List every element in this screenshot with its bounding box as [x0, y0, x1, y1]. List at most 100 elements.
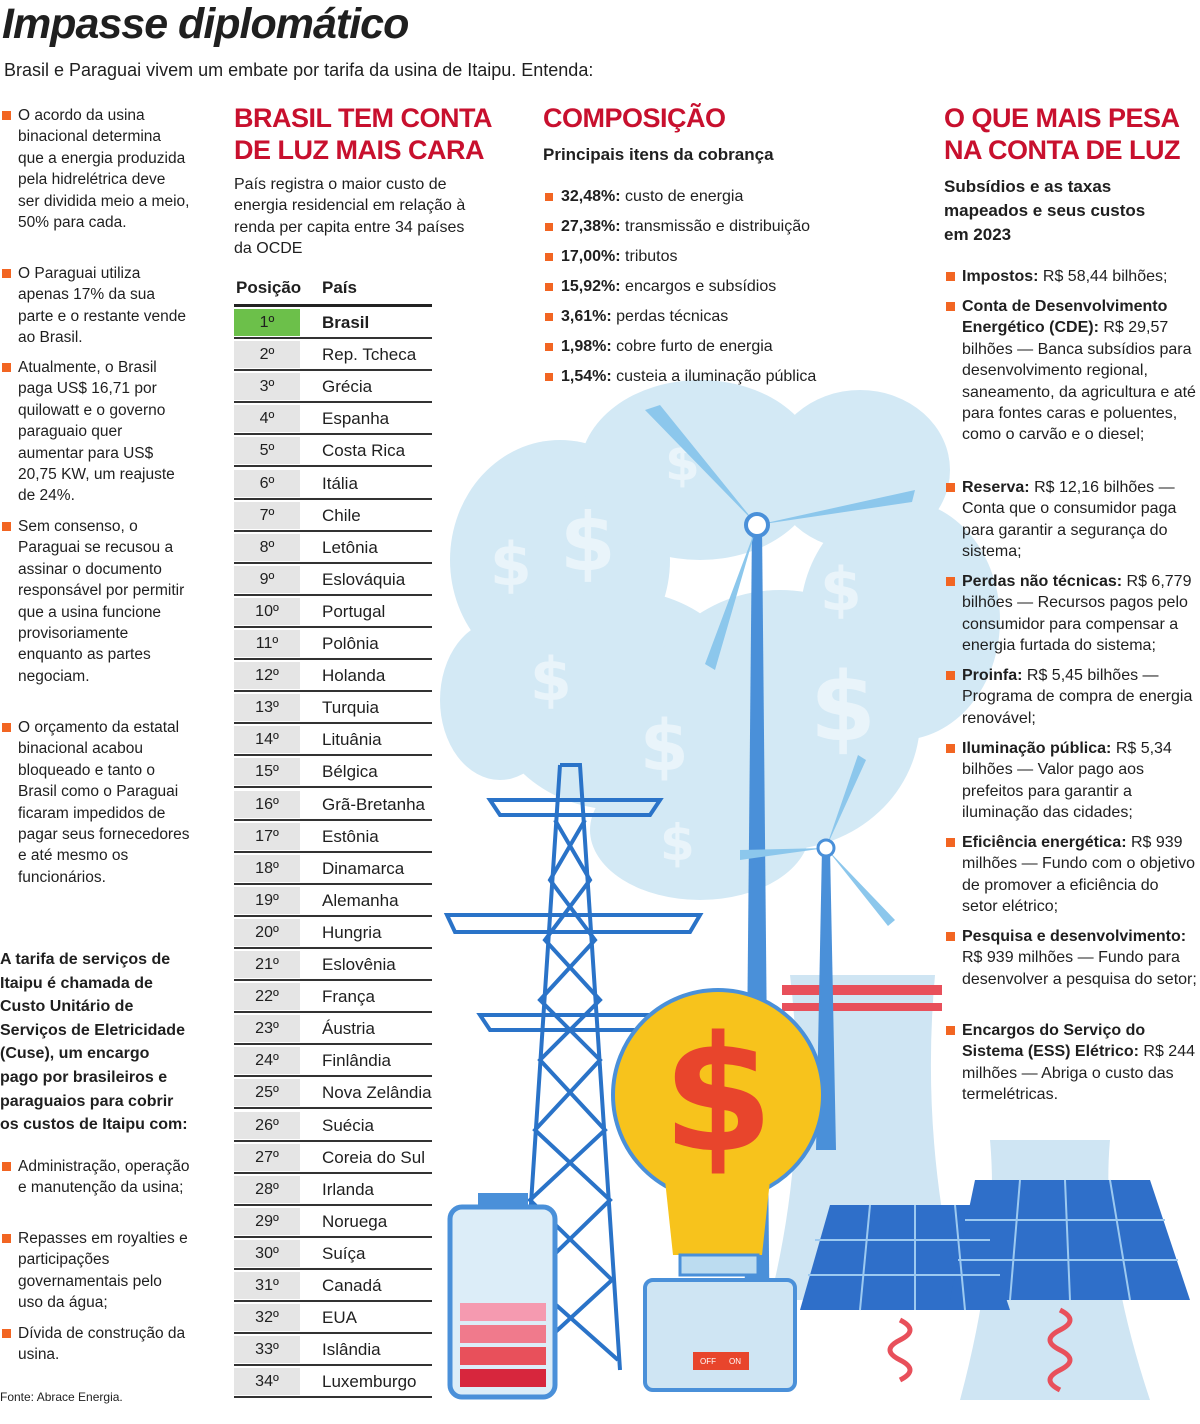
item-text: R$ 29,57 bilhões — Banca subsídios para … — [962, 319, 1196, 444]
item-name: Pesquisa e desenvolvimento: — [962, 928, 1187, 945]
position: 29º — [234, 1207, 300, 1235]
battery — [447, 1204, 558, 1400]
switch-label: OFF — [700, 1357, 716, 1366]
weight-item: Conta de Desenvolvimento Energético (CDE… — [944, 296, 1197, 446]
turbine-hub — [816, 838, 836, 858]
country: Grã-Bretanha — [322, 794, 425, 814]
country: Itália — [322, 473, 358, 493]
item-name: Proinfa: — [962, 667, 1023, 684]
country: EUA — [322, 1308, 357, 1328]
header-rule — [234, 304, 432, 307]
table-row: 1º Brasil — [234, 307, 432, 339]
item-label: perdas técnicas — [616, 308, 729, 325]
position: 6º — [234, 469, 300, 497]
weight-item: Eficiência energética: R$ 939 milhões — … — [944, 832, 1197, 918]
table-row: 14º Lituânia — [234, 724, 432, 757]
country: Chile — [322, 505, 361, 525]
position: 34º — [234, 1368, 300, 1396]
item-name: Iluminação pública: — [962, 740, 1112, 757]
position: 32º — [234, 1304, 300, 1332]
table-row: 6º Itália — [234, 468, 432, 500]
table-row: 12º Holanda — [234, 660, 432, 693]
weight-item: Proinfa: R$ 5,45 bilhões — Programa de c… — [944, 665, 1197, 729]
bullet: Administração, operação e manutenção da … — [0, 1156, 190, 1199]
bullet: Repasses em royalties e participações go… — [0, 1228, 190, 1314]
switch — [693, 1352, 749, 1370]
table-row: 31º Canadá — [234, 1270, 432, 1302]
position: 10º — [234, 597, 300, 625]
cloud-symbol: $ — [490, 530, 532, 600]
composition-title: COMPOSIÇÃO — [543, 103, 726, 133]
table-row: 28º Irlanda — [234, 1174, 432, 1206]
table-row: 11º Polônia — [234, 628, 432, 660]
weight-item: Encargos do Serviço do Sistema (ESS) Elé… — [944, 1020, 1197, 1106]
subtitle: Brasil e Paraguai vivem um embate por ta… — [4, 60, 594, 80]
item-name: Reserva: — [962, 479, 1030, 496]
table-row: 29º Noruega — [234, 1206, 432, 1238]
country: Nova Zelândia — [322, 1083, 432, 1103]
item-value: 3,61%: — [561, 308, 612, 325]
switch-label: ON — [729, 1357, 741, 1366]
position: 33º — [234, 1336, 300, 1364]
country: Irlanda — [322, 1179, 374, 1199]
table-row: 23º Áustria — [234, 1013, 432, 1046]
turbine-blades — [740, 755, 895, 926]
cloud-symbol: $ — [660, 814, 695, 872]
cloud-symbols: $ $ $ $ $ $ $ $ — [490, 434, 876, 872]
country: Espanha — [322, 409, 390, 429]
battery-level — [460, 1303, 546, 1321]
position: 15º — [234, 758, 300, 786]
position: 2º — [234, 341, 300, 369]
position: 3º — [234, 373, 300, 401]
country: Suécia — [322, 1115, 374, 1135]
weight-item: Perdas não técnicas: R$ 6,779 bilhões — … — [944, 571, 1197, 657]
item-value: 32,48%: — [561, 188, 621, 205]
composition-item: 27,38%: transmissão e distribuição — [545, 218, 810, 236]
composition-item: 3,61%: perdas técnicas — [545, 308, 728, 326]
battery-level — [460, 1325, 546, 1343]
weights-title: O QUE MAIS PESA NA CONTA DE LUZ — [944, 103, 1180, 165]
bullet: O Paraguai utiliza apenas 17% da sua par… — [0, 263, 190, 349]
ranking-title: BRASIL TEM CONTA DE LUZ MAIS CARA — [234, 103, 492, 165]
country: Áustria — [322, 1019, 375, 1039]
country: Bélgica — [322, 762, 378, 782]
item-label: cobre furto de energia — [616, 338, 773, 355]
item-text: R$ 939 milhões — Fundo para desenvolver … — [962, 949, 1197, 988]
table-row: 32º EUA — [234, 1302, 432, 1335]
weights-subtitle: Subsídios e as taxas mapeados e seus cus… — [944, 177, 1146, 244]
item-text: R$ 244 milhões — Abriga o custo das term… — [962, 1043, 1195, 1104]
bullet: O orçamento da estatal binacional acabou… — [0, 717, 190, 888]
source: Fonte: Abrace Energia. — [0, 1390, 123, 1404]
country: Finlândia — [322, 1051, 391, 1071]
position: 20º — [234, 918, 300, 946]
position: 28º — [234, 1175, 300, 1203]
table-row: 26º Suécia — [234, 1110, 432, 1142]
country: Canadá — [322, 1276, 382, 1295]
cloud-symbol: $ — [640, 705, 689, 787]
item-text: R$ 939 milhões — Fundo com o objetivo de… — [962, 834, 1195, 916]
position: 21º — [234, 951, 300, 978]
weight-item: Iluminação pública: R$ 5,34 bilhões — Va… — [944, 738, 1197, 824]
item-value: 17,00%: — [561, 248, 621, 265]
country: Eslováquia — [322, 569, 406, 589]
table-row: 25º Nova Zelândia — [234, 1077, 432, 1110]
composition-item: 32,48%: custo de energia — [545, 188, 743, 206]
table-row: 17º Estônia — [234, 821, 432, 853]
table-row: 20º Hungria — [234, 917, 432, 949]
position: 12º — [234, 662, 300, 690]
table-row: 16º Grã-Bretanha — [234, 789, 432, 821]
country: Costa Rica — [322, 441, 406, 461]
position: 26º — [234, 1111, 300, 1139]
table-row: 18º Dinamarca — [234, 853, 432, 885]
solar-panel — [800, 1179, 1190, 1393]
position: 11º — [234, 630, 300, 657]
country: Lituânia — [322, 730, 382, 750]
country: Grécia — [322, 377, 373, 397]
bulb-neck — [665, 1180, 770, 1255]
item-value: 1,98%: — [561, 338, 612, 355]
country: Estônia — [322, 826, 379, 846]
item-label: custeia a iluminação pública — [616, 368, 817, 385]
country: Luxemburgo — [322, 1372, 417, 1392]
bullet: Sem consenso, o Paraguai se recusou a as… — [0, 516, 190, 687]
item-name: Impostos: — [962, 268, 1039, 285]
